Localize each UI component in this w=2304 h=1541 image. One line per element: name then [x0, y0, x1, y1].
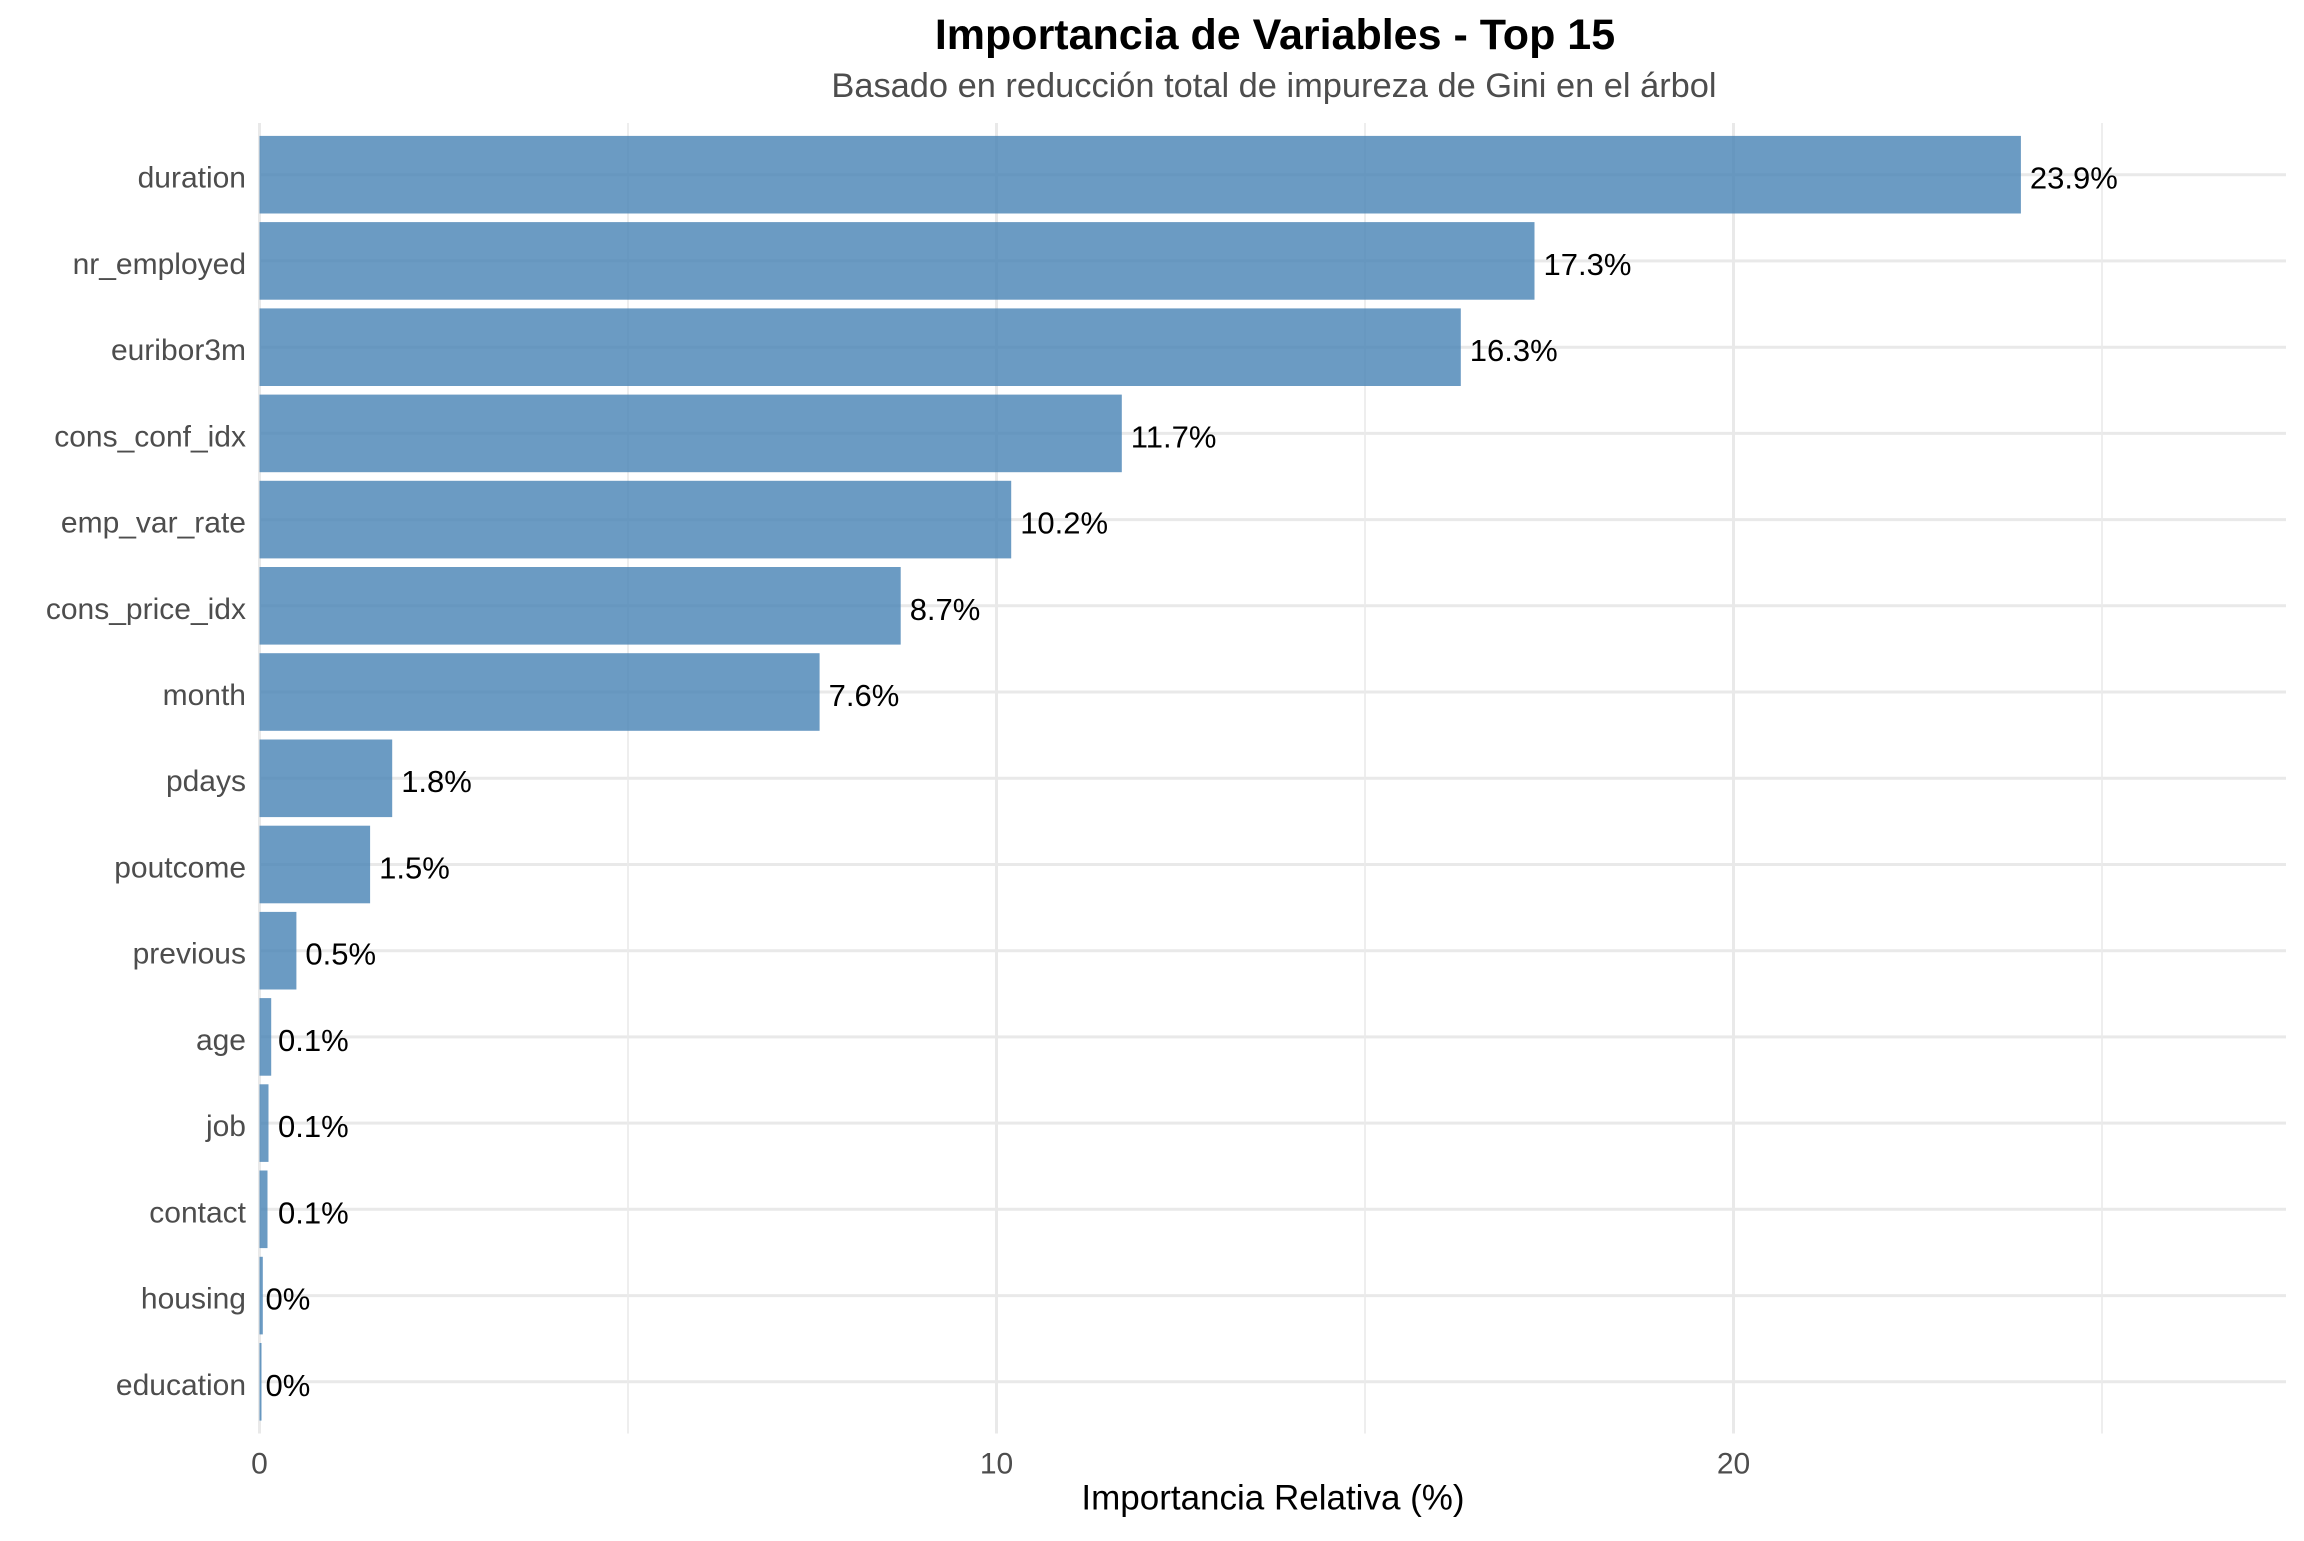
svg-text:duration: duration [138, 162, 246, 195]
svg-text:0.1%: 0.1% [278, 1109, 349, 1144]
svg-text:Importancia de Variables - Top: Importancia de Variables - Top 15 [935, 11, 1615, 59]
svg-text:7.6%: 7.6% [829, 678, 900, 713]
svg-text:poutcome: poutcome [114, 852, 246, 885]
svg-text:0%: 0% [266, 1282, 311, 1317]
svg-text:Basado en reducción total de i: Basado en reducción total de impureza de… [831, 67, 1716, 105]
svg-text:0.5%: 0.5% [305, 937, 376, 972]
svg-text:10: 10 [980, 1448, 1013, 1481]
svg-text:0.1%: 0.1% [278, 1023, 349, 1058]
svg-text:23.9%: 23.9% [2030, 161, 2118, 196]
svg-text:cons_conf_idx: cons_conf_idx [54, 420, 246, 453]
svg-text:job: job [205, 1110, 246, 1143]
svg-text:0: 0 [251, 1448, 268, 1481]
svg-text:cons_price_idx: cons_price_idx [46, 593, 246, 626]
svg-text:month: month [163, 679, 246, 712]
svg-text:education: education [116, 1369, 246, 1402]
svg-text:11.7%: 11.7% [1131, 419, 1217, 454]
svg-text:emp_var_rate: emp_var_rate [61, 507, 246, 540]
svg-text:10.2%: 10.2% [1020, 506, 1108, 541]
svg-text:contact: contact [149, 1196, 246, 1229]
svg-text:0%: 0% [266, 1368, 311, 1403]
svg-text:1.5%: 1.5% [379, 851, 450, 886]
svg-text:0.1%: 0.1% [278, 1195, 349, 1230]
svg-text:Importancia Relativa (%): Importancia Relativa (%) [1081, 1478, 1464, 1517]
svg-text:previous: previous [133, 938, 246, 971]
svg-text:20: 20 [1717, 1448, 1750, 1481]
svg-text:euribor3m: euribor3m [111, 334, 246, 367]
svg-text:1.8%: 1.8% [401, 764, 472, 799]
svg-text:17.3%: 17.3% [1544, 247, 1632, 282]
svg-text:8.7%: 8.7% [910, 592, 981, 627]
svg-text:16.3%: 16.3% [1470, 333, 1558, 368]
svg-text:nr_employed: nr_employed [73, 248, 246, 281]
svg-text:housing: housing [141, 1283, 246, 1316]
svg-text:pdays: pdays [166, 765, 246, 798]
svg-text:age: age [196, 1024, 246, 1057]
